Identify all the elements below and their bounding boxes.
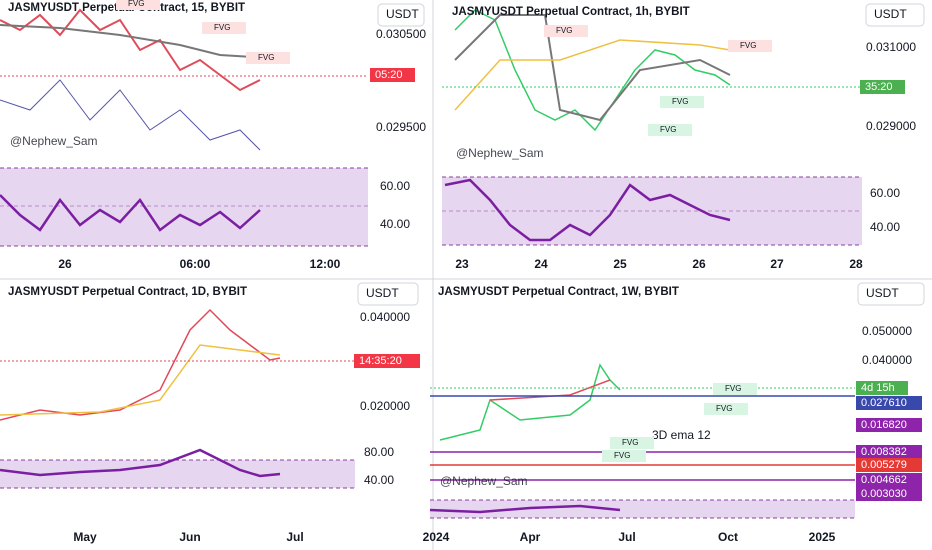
time-axis-label: 26 [692, 257, 706, 271]
fvg-zone [713, 383, 757, 395]
panel-title: JASMYUSDT Perpetual Contract, 1h, BYBIT [452, 6, 690, 18]
currency-button [357, 282, 419, 306]
price-axis-label: 0.040000 [360, 310, 410, 324]
time-axis-label: 06:00 [180, 257, 211, 271]
time-axis-label: Apr [520, 530, 541, 544]
price-tag-label: 0.003030 [861, 488, 907, 500]
price-tag-label: 35:20 [865, 81, 893, 93]
rsi-axis-label: 60.00 [380, 179, 410, 193]
price-axis-label: 0.029000 [866, 119, 916, 133]
price-tag [370, 68, 415, 82]
time-axis-label: Jul [618, 530, 635, 544]
price-tag [856, 487, 922, 501]
annotation: 3D ema 12 [652, 428, 711, 442]
panel-title: JASMYUSDT Perpetual Contract, 1W, BYBIT [438, 286, 679, 298]
fvg-zone [544, 25, 588, 37]
fvg-zone [728, 40, 772, 52]
time-axis-label: 23 [455, 257, 469, 271]
watermark: @Nephew_Sam [456, 146, 544, 160]
price-tag [856, 445, 922, 459]
annotation: FVG [725, 384, 741, 393]
price-tag [354, 354, 420, 368]
price-tag [856, 418, 922, 432]
price-tag [856, 473, 922, 487]
decor-lines [0, 8, 862, 514]
price-axis-label: 0.050000 [862, 324, 912, 338]
fvg-zone [704, 403, 748, 415]
time-axis-label: 28 [849, 257, 863, 271]
currency-button [865, 3, 925, 27]
price-tag-label: 0.004662 [861, 474, 907, 486]
rsi-axis-label: 40.00 [364, 473, 394, 487]
currency-label: USDT [386, 7, 419, 21]
annotation: FVG [614, 451, 630, 460]
price-tag [856, 396, 922, 410]
fvg-zone [202, 22, 246, 34]
price-axis-label: 0.020000 [360, 399, 410, 413]
annotation: FVG [672, 97, 688, 106]
fvg-zone [648, 124, 692, 136]
time-axis-label: May [73, 530, 97, 544]
time-axis-label: 2024 [423, 530, 450, 544]
price-tag [856, 381, 908, 395]
price-tag [860, 80, 905, 94]
price-tag-label: 4d 15h [861, 382, 895, 394]
fvg-zone [602, 450, 646, 462]
time-axis-label: 24 [534, 257, 548, 271]
price-tag-label: 05:20 [375, 69, 403, 81]
watermark: @Nephew_Sam [10, 134, 98, 148]
rsi-axis-label: 80.00 [364, 445, 394, 459]
price-tag-label: 0.016820 [861, 419, 907, 431]
rsi-axis-label: 60.00 [870, 186, 900, 200]
annotation: FVG [214, 23, 230, 32]
price-axis-label: 0.040000 [862, 353, 912, 367]
price-tag-label: 0.005279 [861, 459, 907, 471]
price-tag-label: 0.027610 [861, 397, 907, 409]
rsi-axis-label: 40.00 [870, 220, 900, 234]
watermark: @Nephew_Sam [440, 474, 528, 488]
price-tag-label: 14:35:20 [359, 355, 402, 367]
price-tag-label: 0.008382 [861, 446, 907, 458]
annotation: FVG [556, 26, 572, 35]
time-axis-label: 2025 [809, 530, 836, 544]
time-axis-label: Jun [179, 530, 200, 544]
rsi-axis-label: 40.00 [380, 217, 410, 231]
annotation: FVG [622, 438, 638, 447]
time-axis-label: 27 [770, 257, 784, 271]
time-axis-label: 25 [613, 257, 627, 271]
price-tag [856, 458, 922, 472]
price-axis-label: 0.030500 [376, 27, 426, 41]
annotation: FVG [660, 125, 676, 134]
fvg-zone [116, 0, 160, 10]
annotation: FVG [128, 0, 144, 8]
time-axis-label: 26 [58, 257, 72, 271]
fvg-zone [660, 96, 704, 108]
annotation: FVG [258, 53, 274, 62]
time-axis-label: 12:00 [310, 257, 341, 271]
currency-button [377, 3, 425, 27]
fvg-zone [246, 52, 290, 64]
currency-button [857, 282, 925, 306]
price-axis-label: 0.031000 [866, 40, 916, 54]
price-axis-label: 0.029500 [376, 120, 426, 134]
time-axis-label: Oct [718, 530, 738, 544]
annotation: FVG [740, 41, 756, 50]
currency-label: USDT [366, 286, 399, 300]
currency-label: USDT [866, 286, 899, 300]
currency-label: USDT [874, 7, 907, 21]
panel-title: JASMYUSDT Perpetual Contract, 1D, BYBIT [8, 286, 247, 298]
annotation: FVG [716, 404, 732, 413]
fvg-zone [610, 437, 654, 449]
time-axis-label: Jul [286, 530, 303, 544]
